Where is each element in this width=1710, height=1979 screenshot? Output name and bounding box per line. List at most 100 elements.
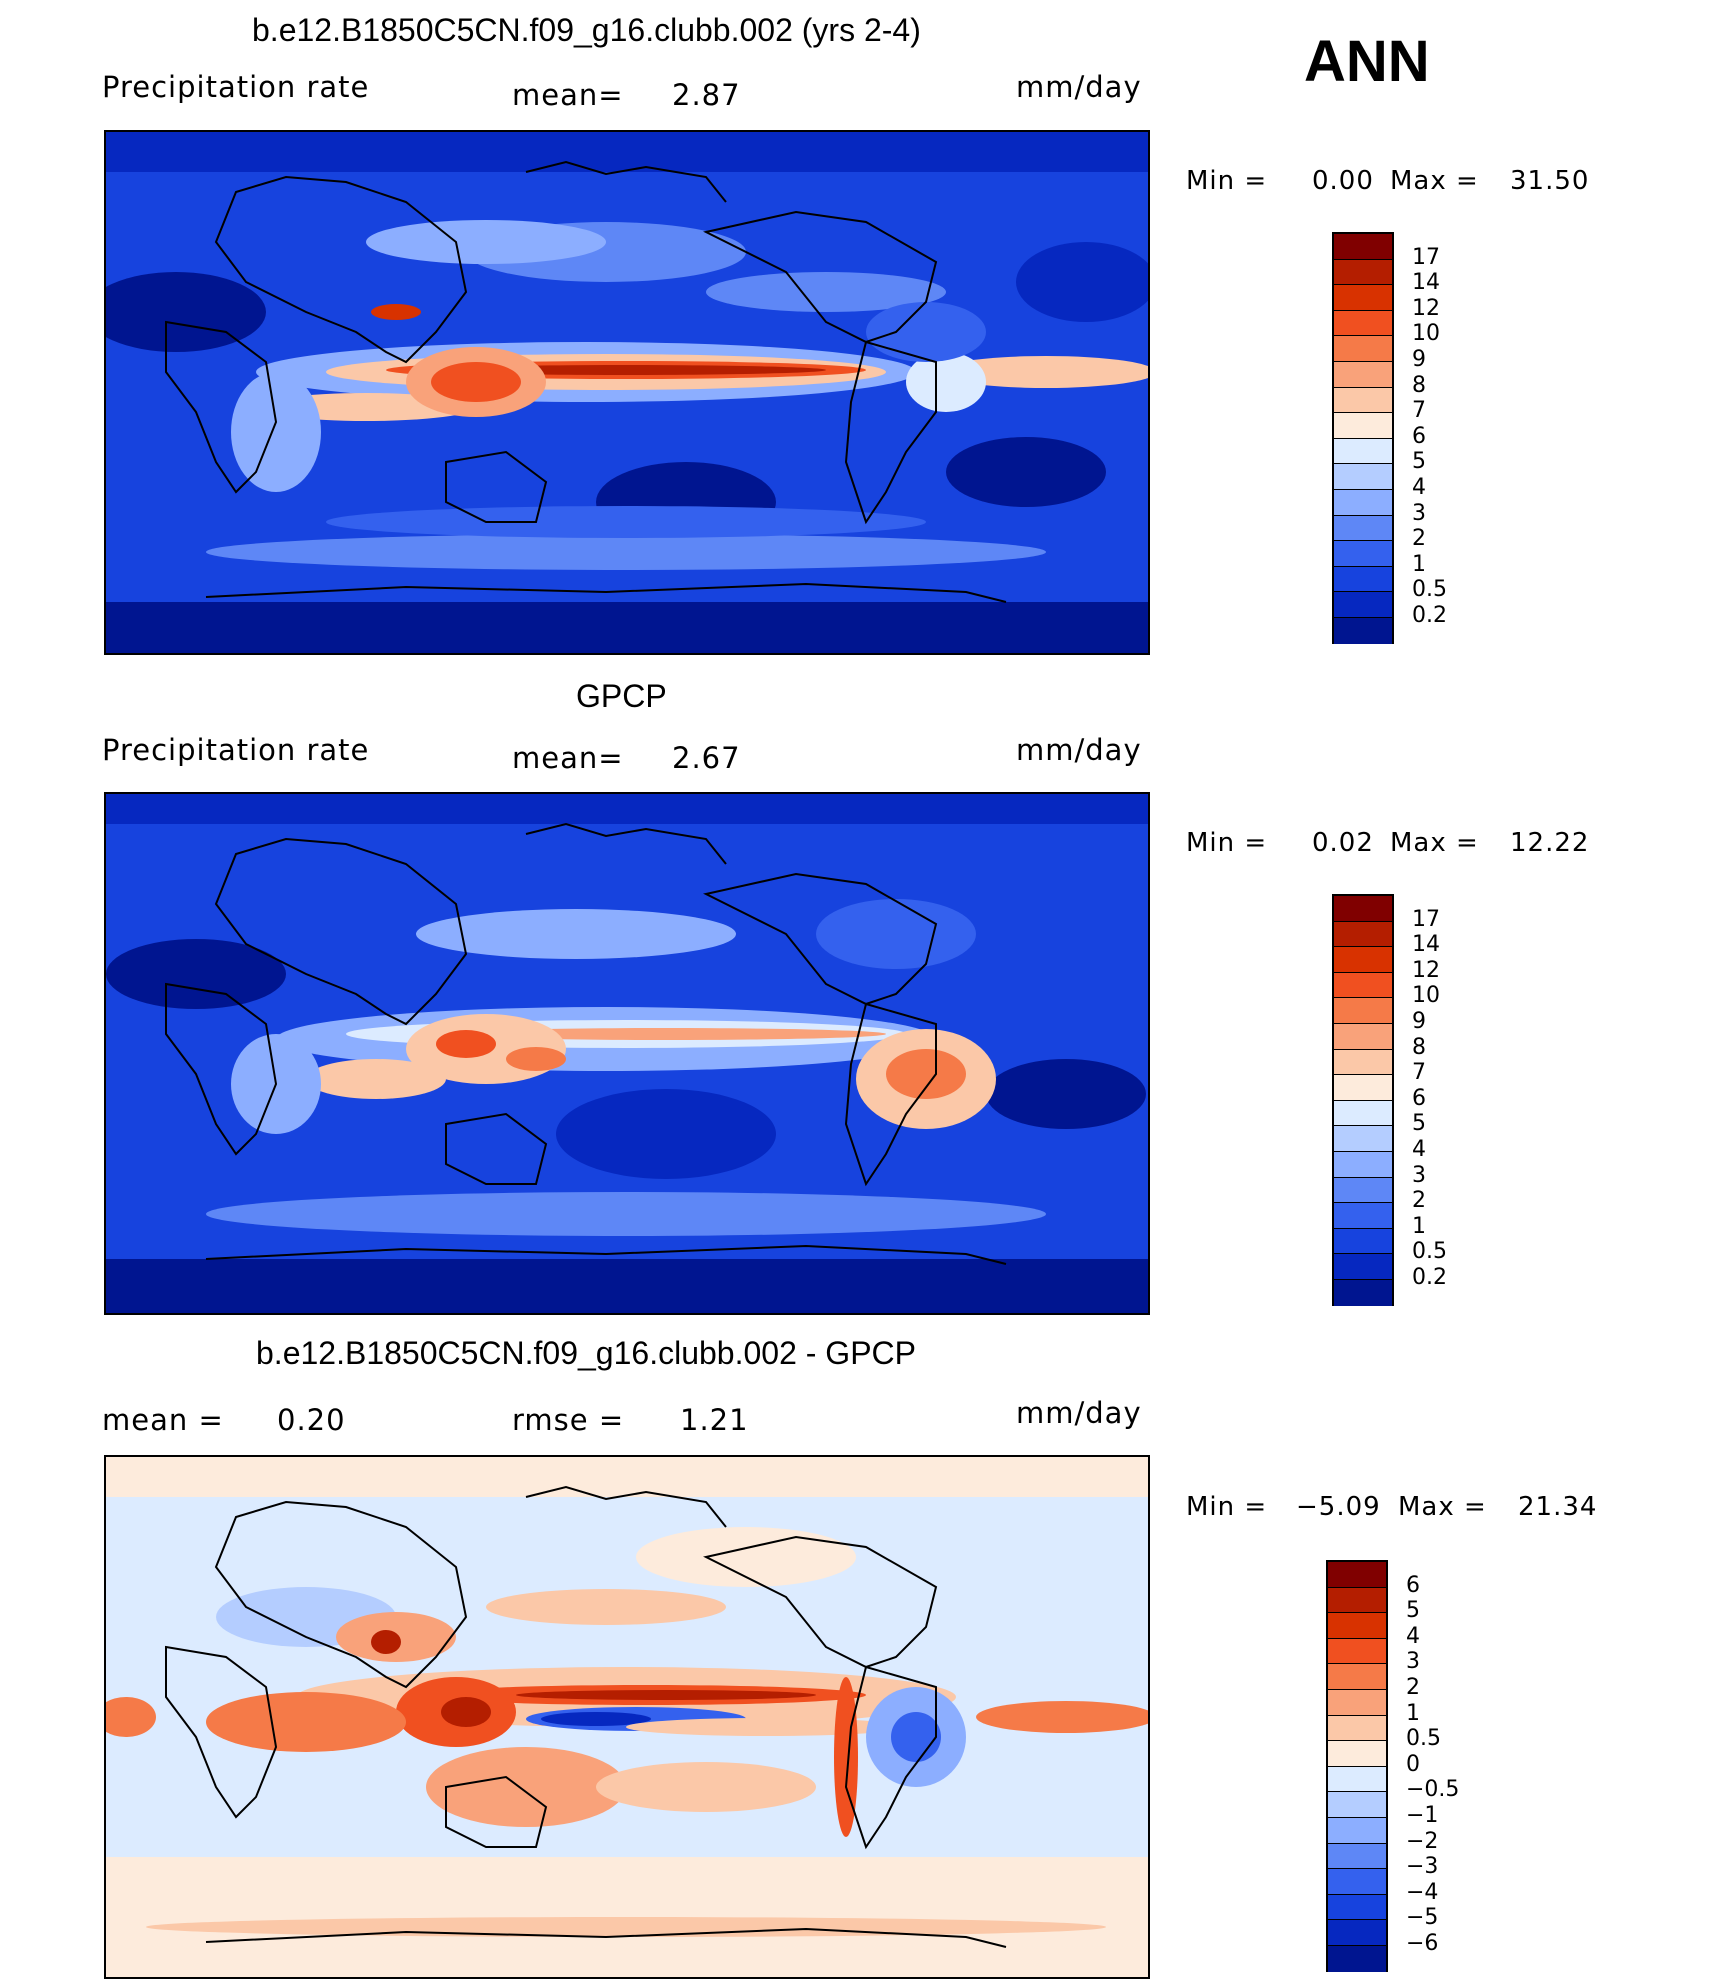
colorbar-1-box [1332, 232, 1394, 644]
panel-3-max-value: 21.34 [1518, 1492, 1598, 1522]
panel-1-colorbar: 17 14 12 10 9 8 7 6 5 4 3 2 1 0.5 0.2 [1332, 232, 1532, 644]
colorbar-3-cell [1328, 1792, 1386, 1818]
panel-1-variable: Precipitation rate [102, 70, 370, 104]
colorbar-3-tick-label: 4 [1406, 1623, 1420, 1649]
colorbar-2-tick-label: 1 [1412, 1213, 1426, 1239]
colorbar-2-tick-label: 0.2 [1412, 1265, 1447, 1290]
colorbar-2-tick-label: 17 [1412, 906, 1440, 932]
colorbar-1-tick-label: 10 [1412, 321, 1440, 347]
colorbar-2-tick-label: 3 [1412, 1162, 1426, 1188]
colorbar-3-tick-label: 2 [1406, 1675, 1420, 1700]
colorbar-2-box [1332, 894, 1394, 1306]
panel-3-rmse-label: rmse = [512, 1403, 625, 1437]
colorbar-1-cell [1334, 310, 1392, 337]
colorbar-3-tick-label: −4 [1406, 1879, 1439, 1905]
panel-3-min-label: Min = [1186, 1492, 1268, 1522]
panel-1-mean-label: mean= [512, 78, 624, 112]
colorbar-3-cell [1328, 1587, 1386, 1614]
panel-3-rmse-value: 1.21 [680, 1403, 749, 1437]
colorbar-1-cell [1334, 336, 1392, 362]
colorbar-2-cell [1334, 1126, 1392, 1152]
panel-3-max-label: Max = [1398, 1492, 1487, 1522]
colorbar-3-cell [1328, 1715, 1386, 1742]
colorbar-2-cell [1334, 1049, 1392, 1076]
colorbar-2-cell [1334, 998, 1392, 1024]
colorbar-3-tick-label: −6 [1406, 1931, 1439, 1956]
colorbar-1-tick-label: 2 [1412, 526, 1426, 552]
colorbar-3-tick-label: 3 [1406, 1649, 1420, 1675]
colorbar-3-cell [1328, 1741, 1386, 1767]
colorbar-1-cell [1334, 515, 1392, 542]
colorbar-1-tick-label: 0.5 [1412, 577, 1447, 603]
colorbar-2-tick-label: 8 [1412, 1034, 1426, 1060]
colorbar-2-cell [1334, 921, 1392, 948]
colorbar-3-tick-label: 0.5 [1406, 1726, 1441, 1752]
colorbar-2-cell [1334, 1177, 1392, 1204]
panel-2-title: GPCP [576, 678, 667, 714]
panel-2-mean-label: mean= [512, 741, 624, 775]
colorbar-1-tick-label: 0.2 [1412, 603, 1447, 628]
colorbar-2-tick-label: 9 [1412, 1009, 1426, 1034]
colorbar-2-cell [1334, 1203, 1392, 1229]
colorbar-2-tick-label: 12 [1412, 957, 1440, 983]
colorbar-1-cell [1334, 566, 1392, 593]
panel-3-map [104, 1455, 1150, 1979]
colorbar-1-cell [1334, 490, 1392, 516]
colorbar-1-tick-label: 4 [1412, 475, 1426, 500]
colorbar-3-tick-label: 0 [1406, 1751, 1420, 1777]
colorbar-3-tick-label: 1 [1406, 1700, 1420, 1726]
panel-2-max-value: 12.22 [1510, 828, 1590, 858]
colorbar-2-cell [1334, 1075, 1392, 1101]
colorbar-2-tick-label: 6 [1412, 1085, 1426, 1111]
colorbar-3-cell [1328, 1946, 1386, 1972]
panel-3-min-value: −5.09 [1296, 1492, 1381, 1522]
colorbar-2-cell [1334, 1280, 1392, 1306]
colorbar-3-tick-label: 5 [1406, 1598, 1420, 1624]
colorbar-3-box [1326, 1560, 1388, 1972]
panel-3-colorbar: 6 5 4 3 2 1 0.5 0 −0.5 −1 −2 −3 −4 −5 −6 [1326, 1560, 1526, 1972]
panel-3-mean-value: 0.20 [277, 1403, 346, 1437]
colorbar-1-cell [1334, 285, 1392, 311]
colorbar-1-cell [1334, 387, 1392, 414]
colorbar-2-cell [1334, 1228, 1392, 1255]
colorbar-3-cell [1328, 1562, 1386, 1588]
panel-1-mean-value: 2.87 [672, 78, 741, 112]
panel-1-map-svg [106, 132, 1148, 653]
colorbar-2-cell [1334, 896, 1392, 922]
colorbar-1-tick-label: 17 [1412, 244, 1440, 270]
colorbar-3-cell [1328, 1894, 1386, 1921]
colorbar-1-tick-label: 8 [1412, 372, 1426, 398]
panel-1-title: b.e12.B1850C5CN.f09_g16.clubb.002 (yrs 2… [252, 12, 921, 48]
colorbar-2-cell [1334, 1152, 1392, 1178]
colorbar-2-tick-label: 5 [1412, 1111, 1426, 1137]
panel-1-min-label: Min = [1186, 166, 1268, 196]
panel-1-max-value: 31.50 [1510, 166, 1590, 196]
colorbar-1-cell [1334, 362, 1392, 388]
colorbar-1-tick-label: 14 [1412, 270, 1440, 296]
colorbar-2-tick-label: 4 [1412, 1137, 1426, 1162]
colorbar-3-cell [1328, 1638, 1386, 1665]
panel-1-min-value: 0.00 [1312, 166, 1374, 196]
colorbar-3-tick-label: −2 [1406, 1828, 1439, 1854]
colorbar-3-cell [1328, 1766, 1386, 1793]
colorbar-1-cell [1334, 234, 1392, 260]
colorbar-1-tick-label: 1 [1412, 551, 1426, 577]
colorbar-1-tick-label: 3 [1412, 500, 1426, 526]
colorbar-3-cell [1328, 1843, 1386, 1870]
colorbar-2-cell [1334, 1100, 1392, 1127]
colorbar-3-cell [1328, 1818, 1386, 1844]
colorbar-2-cell [1334, 1254, 1392, 1280]
colorbar-2-tick-label: 14 [1412, 932, 1440, 958]
colorbar-2-cell [1334, 1024, 1392, 1050]
colorbar-1-tick-label: 7 [1412, 398, 1426, 424]
colorbar-2-cell [1334, 972, 1392, 999]
panel-2-units: mm/day [1016, 733, 1142, 767]
colorbar-1-cell [1334, 618, 1392, 644]
panel-2-colorbar: 17 14 12 10 9 8 7 6 5 4 3 2 1 0.5 0.2 [1332, 894, 1532, 1306]
panel-1-map [104, 130, 1150, 655]
colorbar-1-cell [1334, 413, 1392, 439]
colorbar-1-tick-label: 6 [1412, 423, 1426, 449]
colorbar-2-tick-label: 7 [1412, 1060, 1426, 1086]
panel-2-min-value: 0.02 [1312, 828, 1374, 858]
panel-2-map [104, 792, 1150, 1315]
